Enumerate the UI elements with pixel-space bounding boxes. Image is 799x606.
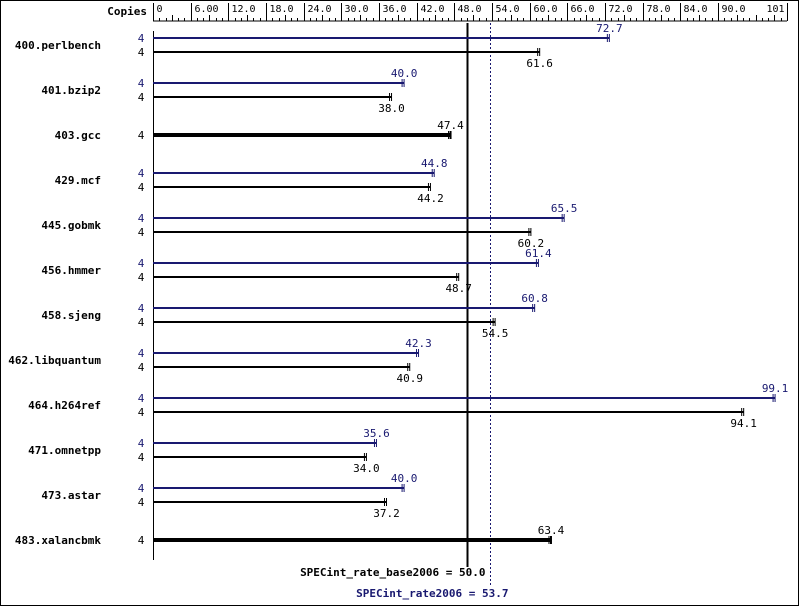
x-tick-label: 0 <box>157 4 163 15</box>
base-value-label: 47.4 <box>437 119 464 132</box>
peak-copies-label: 4 <box>138 77 145 90</box>
base-copies-label: 4 <box>138 46 145 59</box>
base-copies-label: 4 <box>138 91 145 104</box>
x-tick-label: 18.0 <box>270 4 294 15</box>
benchmark-row: 471.omnetpp 44 35.6 34.0 <box>28 427 390 475</box>
benchmark-name: 464.h264ref <box>28 399 101 412</box>
peak-value-label: 60.8 <box>521 292 548 305</box>
benchmark-name: 400.perlbench <box>15 39 101 52</box>
x-tick-label: 78.0 <box>647 4 671 15</box>
peak-value-label: 44.8 <box>421 157 448 170</box>
benchmark-row: 483.xalancbmk 4 63.4 <box>15 524 565 547</box>
base-value-label: 34.0 <box>353 462 380 475</box>
benchmark-row: 473.astar 44 40.0 37.2 <box>41 472 417 520</box>
base-reference-label: SPECint_rate_base2006 = 50.0 <box>300 566 485 579</box>
peak-copies-label: 4 <box>138 32 145 45</box>
x-tick-label: 54.0 <box>496 4 520 15</box>
benchmark-row: 464.h264ref 44 99.1 94.1 <box>28 382 788 430</box>
benchmark-row: 401.bzip2 44 40.0 38.0 <box>41 67 417 115</box>
benchmark-row: 403.gcc 4 47.4 <box>55 119 465 142</box>
x-tick-label: 12.0 <box>232 4 256 15</box>
peak-reference-label: SPECint_rate2006 = 53.7 <box>356 587 508 600</box>
x-tick-label: 72.0 <box>609 4 633 15</box>
base-copies-label: 4 <box>138 406 145 419</box>
benchmark-name: 445.gobmk <box>41 219 101 232</box>
x-tick-label: 90.0 <box>722 4 746 15</box>
x-axis: Copies 0 6.00 12.0 18.0 24.0 30.0 36.0 42.0 48.0 5… <box>107 3 788 22</box>
peak-copies-label: 4 <box>138 257 145 270</box>
peak-copies-label: 4 <box>138 302 145 315</box>
benchmark-name: 473.astar <box>41 489 101 502</box>
base-value-label: 38.0 <box>378 102 405 115</box>
benchmark-name: 403.gcc <box>55 129 101 142</box>
benchmark-row: 400.perlbench 44 72.7 61.6 <box>15 22 623 70</box>
benchmark-row: 458.sjeng 44 60.8 54.5 <box>41 292 548 340</box>
peak-value-label: 72.7 <box>596 22 623 35</box>
base-value-label: 48.7 <box>445 282 472 295</box>
base-copies-label: 4 <box>138 496 145 509</box>
base-value-label: 37.2 <box>373 507 400 520</box>
peak-value-label: 42.3 <box>405 337 432 350</box>
base-copies-label: 4 <box>138 361 145 374</box>
base-value-label: 60.2 <box>518 237 545 250</box>
reference-lines: SPECint_rate_base2006 = 50.0 SPECint_rate… <box>300 23 509 600</box>
x-tick-label: 30.0 <box>345 4 369 15</box>
peak-value-label: 40.0 <box>391 472 418 485</box>
x-tick-label: 101 <box>766 4 784 15</box>
benchmark-name: 462.libquantum <box>8 354 101 367</box>
base-value-label: 61.6 <box>526 57 553 70</box>
x-tick-label: 42.0 <box>421 4 445 15</box>
base-value-label: 54.5 <box>482 327 509 340</box>
benchmark-name: 429.mcf <box>55 174 101 187</box>
peak-value-label: 99.1 <box>762 382 789 395</box>
benchmark-row: 456.hmmer 44 61.4 48.7 <box>41 247 552 295</box>
benchmark-name: 401.bzip2 <box>41 84 101 97</box>
benchmark-name: 458.sjeng <box>41 309 101 322</box>
base-copies-label: 4 <box>138 534 145 547</box>
x-tick-label: 60.0 <box>534 4 558 15</box>
peak-value-label: 61.4 <box>525 247 552 260</box>
base-value-label: 94.1 <box>730 417 757 430</box>
x-tick-label: 36.0 <box>383 4 407 15</box>
peak-copies-label: 4 <box>138 437 145 450</box>
peak-value-label: 65.5 <box>551 202 578 215</box>
x-axis-label: Copies <box>107 5 147 18</box>
x-tick-label: 84.0 <box>684 4 708 15</box>
x-tick-label: 6.00 <box>195 4 219 15</box>
peak-copies-label: 4 <box>138 212 145 225</box>
base-value-label: 44.2 <box>417 192 444 205</box>
x-tick-label: 66.0 <box>571 4 595 15</box>
base-copies-label: 4 <box>138 316 145 329</box>
x-tick-label: 24.0 <box>308 4 332 15</box>
benchmark-row: 445.gobmk 44 65.5 60.2 <box>41 202 577 250</box>
x-tick-label: 48.0 <box>458 4 482 15</box>
peak-copies-label: 4 <box>138 347 145 360</box>
benchmark-row: 462.libquantum 44 42.3 40.9 <box>8 337 431 385</box>
benchmark-name: 483.xalancbmk <box>15 534 101 547</box>
base-copies-label: 4 <box>138 271 145 284</box>
peak-copies-label: 4 <box>138 167 145 180</box>
base-value-label: 40.9 <box>396 372 423 385</box>
base-copies-label: 4 <box>138 129 145 142</box>
benchmark-name: 471.omnetpp <box>28 444 101 457</box>
base-copies-label: 4 <box>138 226 145 239</box>
base-copies-label: 4 <box>138 181 145 194</box>
peak-copies-label: 4 <box>138 482 145 495</box>
peak-value-label: 35.6 <box>363 427 390 440</box>
peak-copies-label: 4 <box>138 392 145 405</box>
base-value-label: 63.4 <box>538 524 565 537</box>
benchmark-name: 456.hmmer <box>41 264 101 277</box>
base-copies-label: 4 <box>138 451 145 464</box>
peak-value-label: 40.0 <box>391 67 418 80</box>
benchmark-rows: 400.perlbench4472.761.6401.bzip24440.038… <box>8 22 788 560</box>
benchmark-row: 429.mcf 44 44.8 44.2 <box>55 157 448 205</box>
